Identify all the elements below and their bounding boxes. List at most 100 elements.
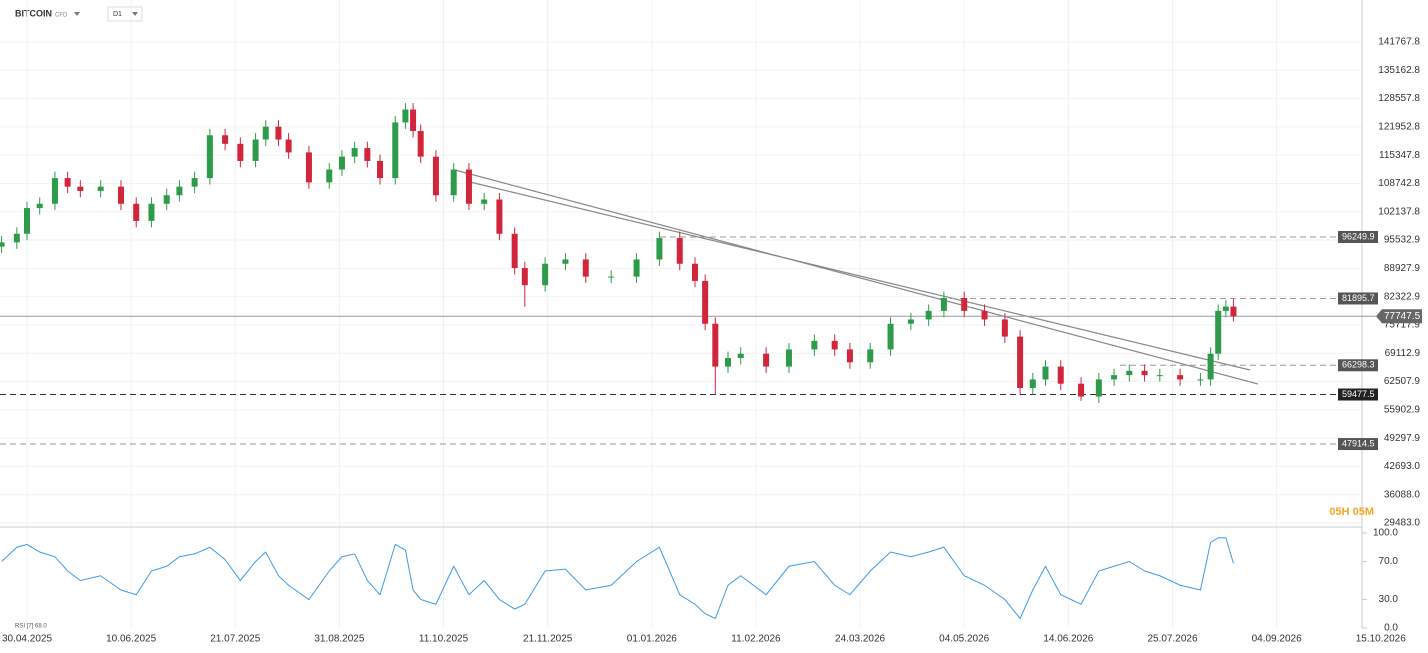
- candle-body: [252, 139, 259, 161]
- x-tick-label: 10.06.2025: [106, 634, 156, 645]
- rsi-tick-label: 70.0: [1379, 556, 1399, 567]
- candle-body: [725, 358, 732, 367]
- candle-body: [13, 233, 20, 243]
- candle-body: [176, 186, 183, 196]
- y-tick-label: 95532.9: [1384, 235, 1421, 246]
- candle-body: [925, 310, 932, 320]
- candle-body: [117, 186, 124, 204]
- candle-body: [364, 148, 371, 161]
- candle-body: [656, 238, 663, 260]
- candle-body: [1126, 370, 1133, 376]
- candle-body: [133, 203, 140, 221]
- candle-body: [465, 169, 472, 204]
- level-label-box: [1338, 292, 1378, 305]
- candle-body: [785, 349, 792, 367]
- x-tick-label: 04.05.2026: [939, 634, 989, 645]
- y-tick-label: 62507.9: [1384, 376, 1421, 387]
- candle-body: [1095, 379, 1102, 397]
- level-label: 96249.9: [1342, 231, 1375, 241]
- level-label: 47914.5: [1342, 438, 1375, 448]
- x-tick-label: 24.03.2026: [835, 634, 885, 645]
- candle-body: [1111, 375, 1118, 380]
- candle-body: [763, 353, 770, 367]
- candle-body: [450, 169, 457, 196]
- rsi-line: [1, 537, 1234, 620]
- candle-body: [811, 340, 818, 350]
- instrument-kind: CFD: [55, 13, 68, 19]
- candle-body: [1230, 306, 1237, 317]
- y-tick-label: 128557.8: [1378, 93, 1420, 104]
- candle-body: [511, 233, 518, 269]
- y-tick-label: 82322.9: [1384, 291, 1421, 302]
- symbol[interactable]: BITCOIN: [15, 8, 52, 18]
- candle-body: [97, 186, 104, 191]
- candle-body: [737, 353, 744, 359]
- candle-body: [402, 109, 409, 123]
- candle-body: [275, 126, 282, 140]
- marks: [0, 103, 1376, 620]
- candle-body: [887, 323, 894, 350]
- rsi-tick-label: 0.0: [1384, 623, 1398, 634]
- candle-body: [163, 195, 170, 204]
- symbol-dropdown[interactable]: [74, 12, 80, 16]
- interval-dropdown[interactable]: [132, 12, 138, 16]
- candle-body: [417, 130, 424, 157]
- y-tick-label: 135162.8: [1378, 65, 1420, 76]
- candle-timer: 05H 05M: [1329, 506, 1374, 518]
- candle-body: [582, 259, 589, 277]
- y-tick-label: 108742.8: [1378, 178, 1420, 189]
- candle-body: [831, 340, 838, 350]
- candle-body: [285, 139, 292, 153]
- x-tick-label: 04.09.2026: [1252, 634, 1302, 645]
- trendline[interactable]: [454, 169, 1259, 385]
- x-tick-label: 15.10.2026: [1356, 634, 1406, 645]
- interval-box[interactable]: [107, 6, 143, 22]
- candle-body: [1141, 370, 1148, 376]
- candle-body: [432, 156, 439, 196]
- candle-body: [326, 169, 333, 183]
- rsi-tick-label: 100.0: [1373, 528, 1398, 539]
- y-tick-label: 141767.8: [1378, 37, 1420, 48]
- candle-body: [1029, 379, 1036, 388]
- level-label: 66298.3: [1342, 360, 1375, 370]
- y-tick-label: 115347.8: [1379, 150, 1420, 161]
- candle-body: [237, 143, 244, 161]
- candle-body: [0, 242, 5, 247]
- candle-body: [36, 203, 43, 209]
- candle-body: [633, 259, 640, 277]
- y-tick-label: 102137.8: [1378, 206, 1420, 217]
- x-tick-label: 01.01.2026: [627, 634, 677, 645]
- candle-body: [305, 152, 312, 183]
- x-tick-label: 21.11.2025: [523, 634, 573, 645]
- candle-body: [1078, 383, 1085, 397]
- y-tick-label: 88927.9: [1384, 263, 1421, 274]
- candle-body: [1222, 306, 1229, 311]
- candle-body: [562, 259, 569, 264]
- x-tick-label: 21.07.2025: [210, 634, 260, 645]
- x-tick-label: 11.02.2026: [731, 634, 781, 645]
- x-tick-label: 14.06.2026: [1043, 634, 1093, 645]
- trendline[interactable]: [469, 181, 1251, 371]
- candle-body: [1057, 366, 1064, 384]
- candle-body: [1017, 336, 1024, 388]
- candle-body: [608, 276, 615, 278]
- candle-body: [496, 199, 503, 234]
- candle-body: [1197, 379, 1204, 381]
- level-label: 59477.5: [1342, 389, 1375, 399]
- candle-body: [377, 160, 384, 179]
- candle-body: [1001, 319, 1008, 337]
- grid: [0, 0, 1367, 629]
- y-tick-label: 42693.0: [1384, 461, 1421, 472]
- candle-body: [481, 199, 488, 204]
- rsi-tick-label: 30.0: [1379, 594, 1399, 605]
- candle-body: [1177, 375, 1184, 380]
- candle-body: [1207, 353, 1214, 380]
- interval[interactable]: D1: [113, 11, 122, 18]
- level-label-box: [1338, 438, 1378, 451]
- candle-body: [940, 298, 947, 311]
- x-tick-label: 11.10.2025: [419, 634, 469, 645]
- candle-body: [1156, 375, 1163, 377]
- candle-body: [521, 268, 528, 286]
- rsi-label: RSI [7] 68.0: [15, 624, 47, 630]
- candle-body: [206, 135, 213, 179]
